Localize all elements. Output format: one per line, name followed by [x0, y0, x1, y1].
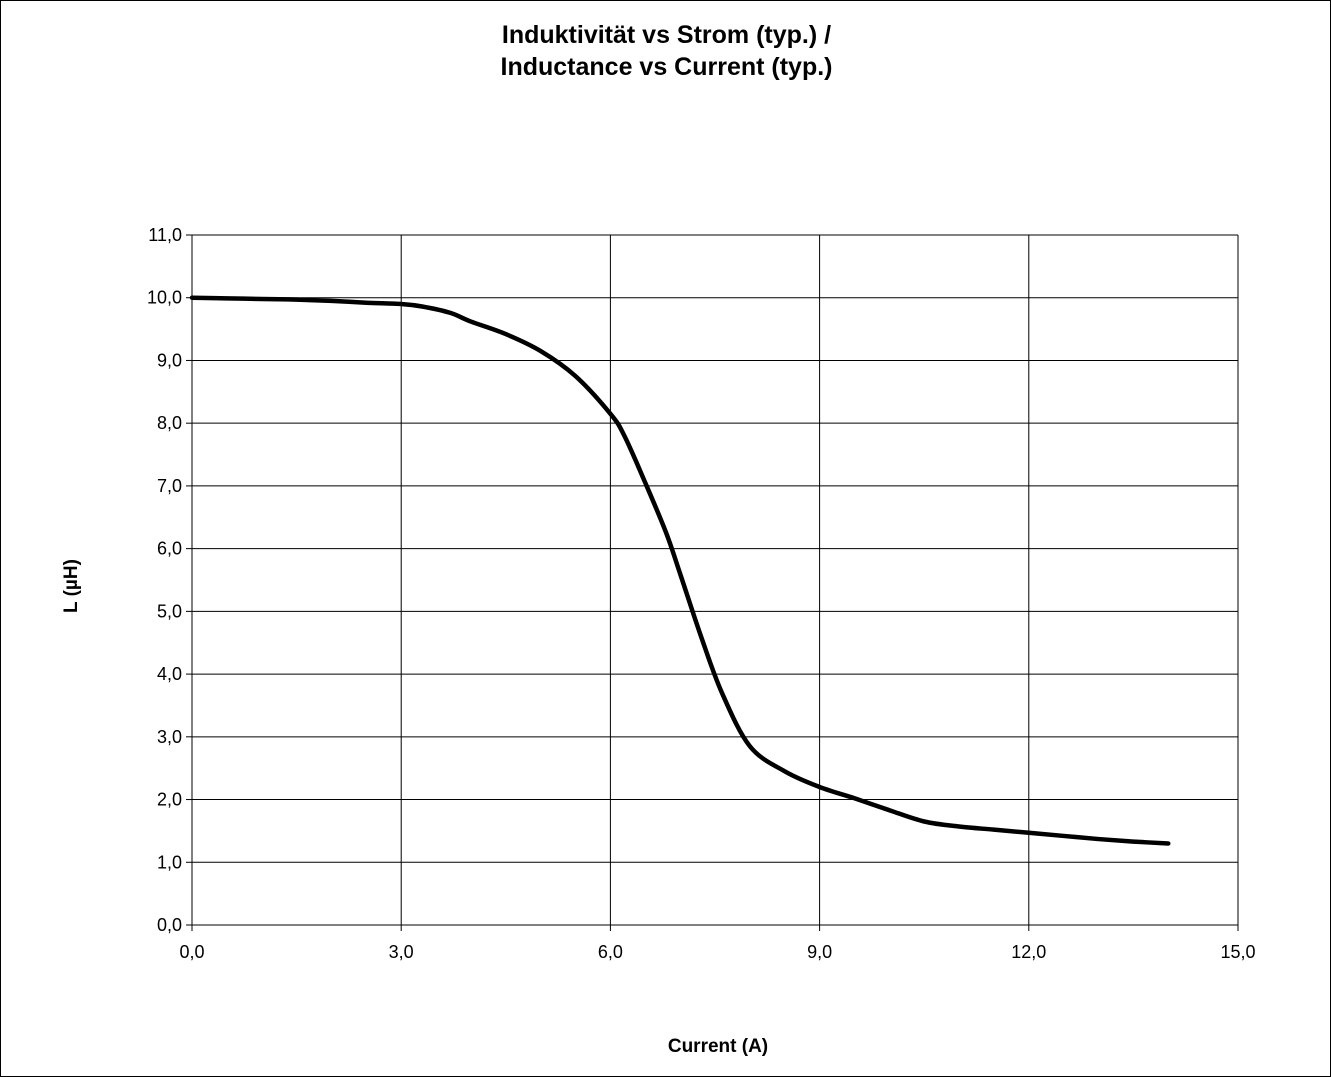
x-tick-label: 15,0	[1220, 942, 1255, 962]
chart-title: Induktivität vs Strom (typ.) / Inductanc…	[1, 19, 1331, 83]
y-tick-label: 3,0	[157, 727, 182, 747]
axes	[186, 234, 1239, 931]
grid	[192, 234, 1239, 925]
x-tick-label: 12,0	[1011, 942, 1046, 962]
y-tick-labels: 0,0 1,0 2,0 3,0 4,0 5,0 6,0 7,0 8,0 9,0 10,0 11,0	[147, 225, 182, 935]
y-tick-label: 2,0	[157, 790, 182, 810]
y-tick-label: 9,0	[157, 350, 182, 370]
y-tick-label: 11,0	[148, 225, 182, 245]
x-tick-labels: 0,0 3,0 6,0 9,0 12,0 15,0	[179, 942, 1255, 962]
y-tick-label: 1,0	[157, 852, 182, 872]
y-tick-label: 6,0	[157, 539, 182, 559]
y-tick-label: 5,0	[157, 601, 182, 621]
x-tick-label: 9,0	[807, 942, 832, 962]
x-tick-label: 6,0	[598, 942, 623, 962]
y-tick-label: 7,0	[157, 476, 182, 496]
x-tick-label: 3,0	[389, 942, 414, 962]
y-tick-label: 8,0	[157, 413, 182, 433]
chart-title-line-1: Induktivität vs Strom (typ.) /	[501, 21, 832, 49]
series-line-1	[189, 295, 1171, 846]
y-tick-label: 10,0	[147, 288, 182, 308]
y-axis-label: L (µH)	[61, 559, 82, 613]
x-axis-label: Current (A)	[668, 1036, 768, 1057]
chart-title-line-2: Inductance vs Current (typ.)	[500, 53, 833, 81]
y-tick-label: 0,0	[157, 915, 182, 935]
x-tick-label: 0,0	[179, 942, 204, 962]
series-group	[189, 295, 1171, 846]
y-tick-label: 4,0	[157, 664, 182, 684]
